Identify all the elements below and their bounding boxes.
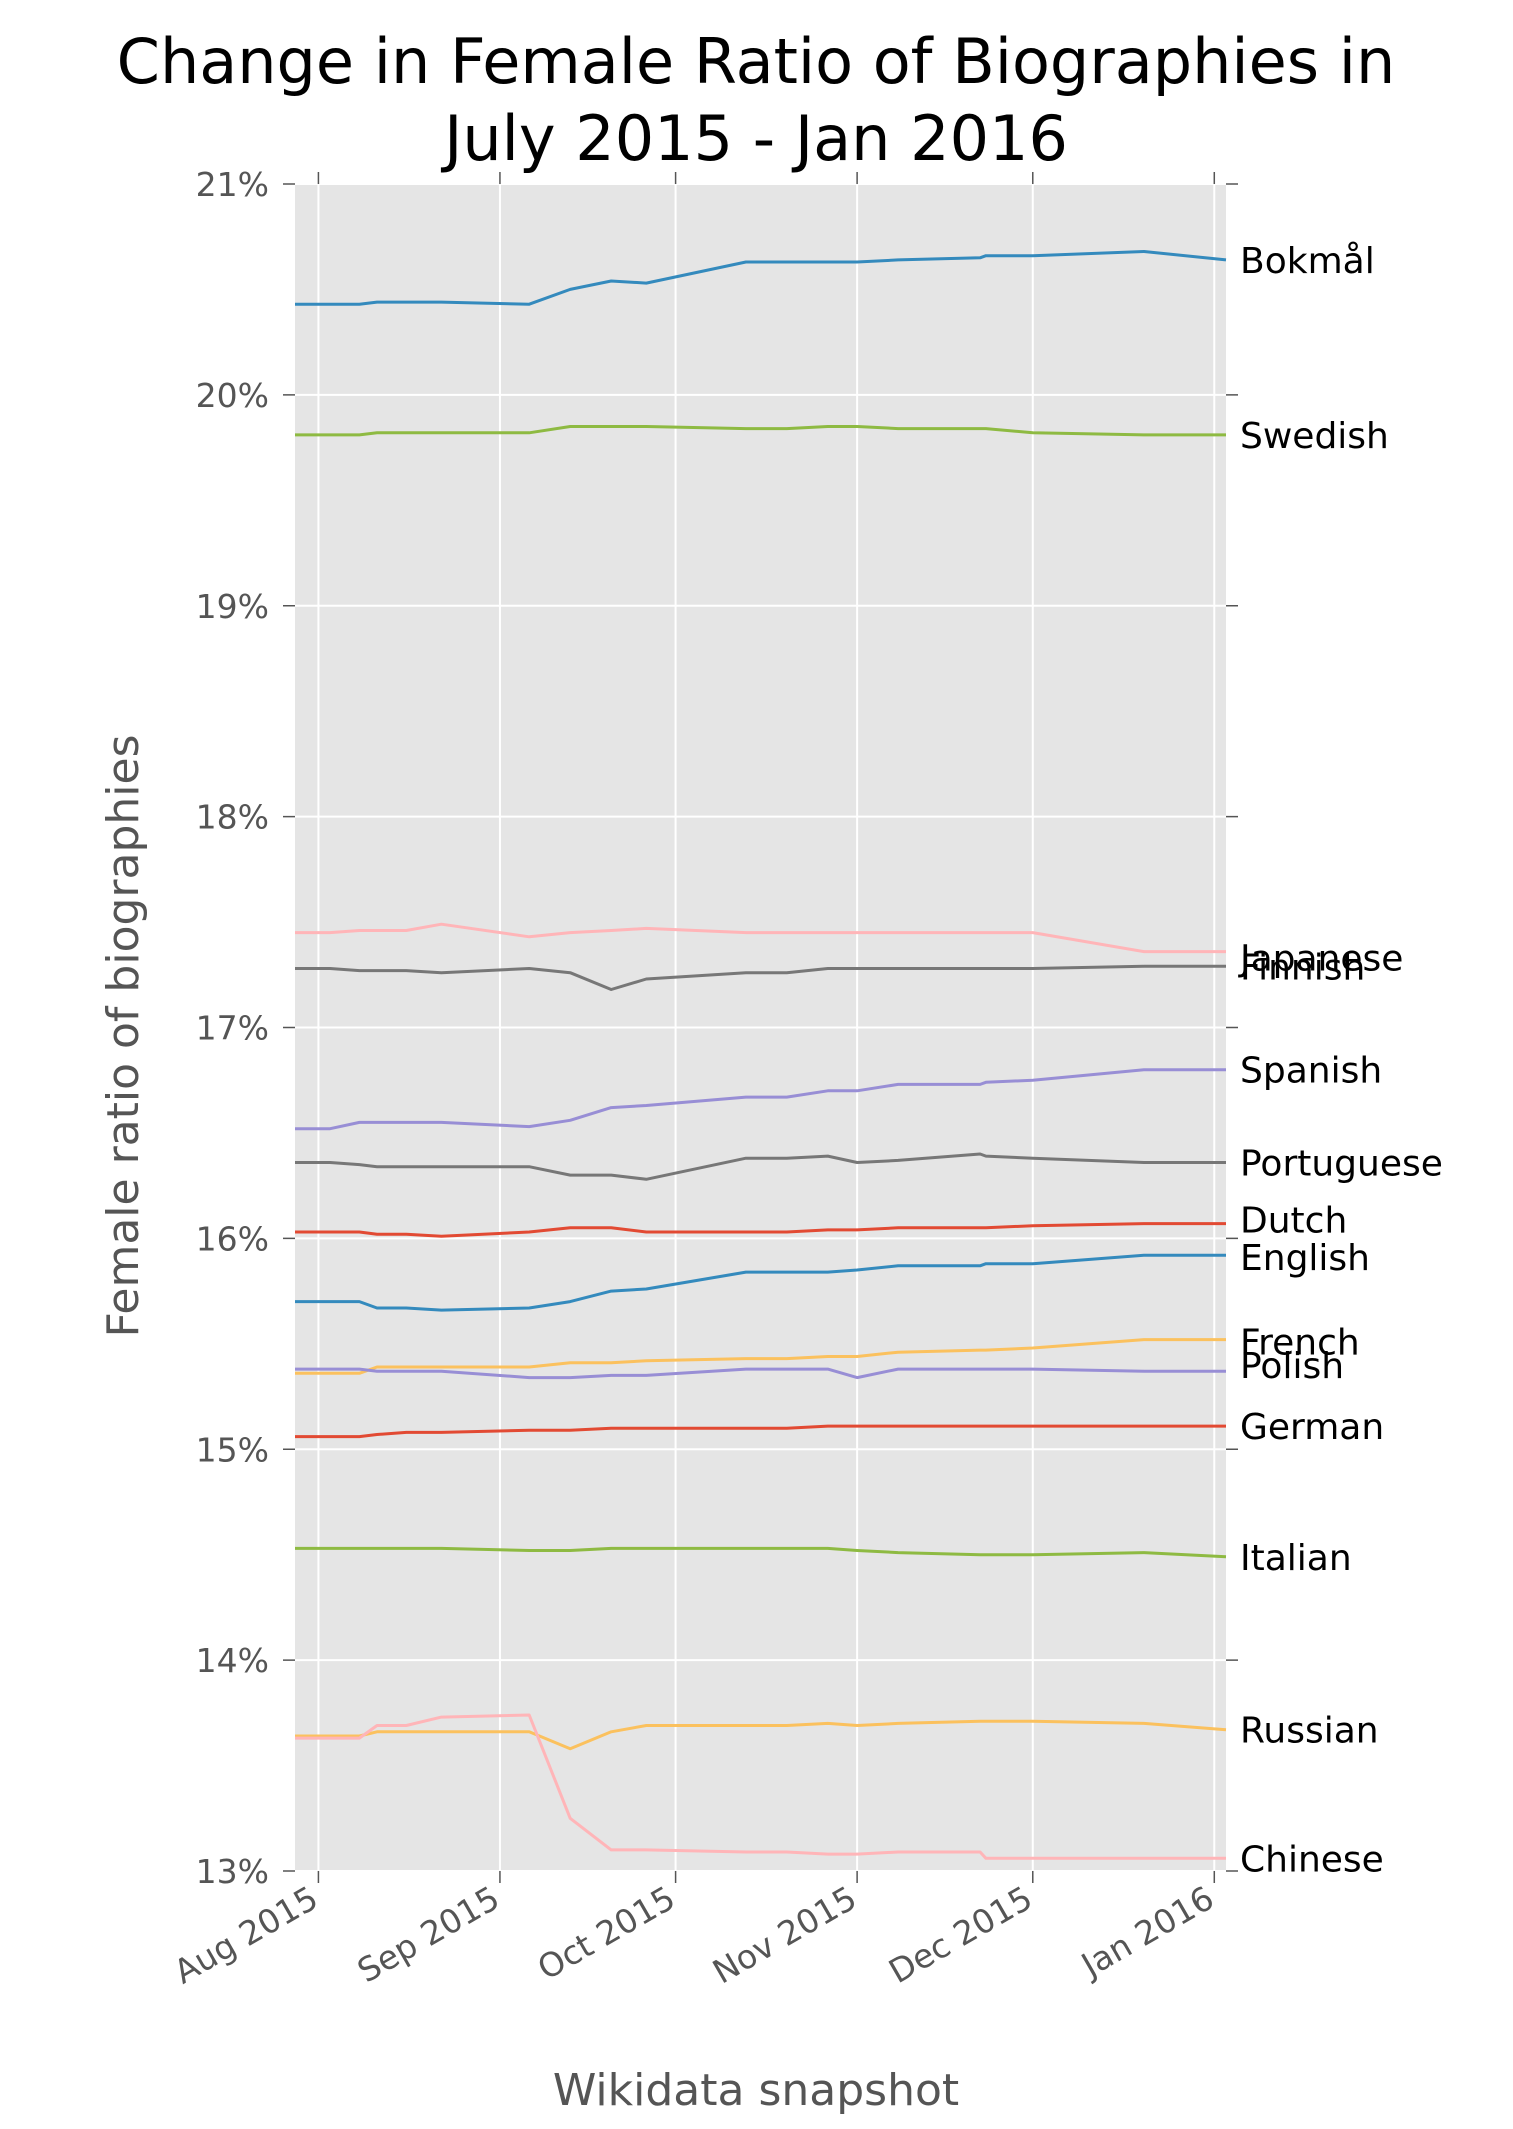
x-tick-label: Jan 2016 [1073, 1878, 1220, 1985]
y-axis-label: Female ratio of biographies [98, 734, 149, 1337]
y-tick-label: 14% [196, 1641, 269, 1680]
series-line-italian [295, 1546, 1227, 1559]
series-line-portuguese [295, 1152, 1226, 1181]
x-tick-label: Oct 2015 [531, 1878, 682, 1988]
series-line-english [295, 1253, 1226, 1312]
y-tick-label: 18% [196, 798, 269, 837]
y-tick-label: 13% [196, 1852, 269, 1891]
series-label-italian: Italian [1240, 1538, 1352, 1579]
series-label-polish: Polish [1240, 1346, 1344, 1387]
series-lines [295, 250, 1227, 1860]
series-line-chinese [295, 1713, 1226, 1860]
series-label-bokm-l: Bokmål [1240, 241, 1375, 282]
series-line-spanish [295, 1068, 1226, 1131]
series-label-finnish: Finnish [1240, 947, 1365, 988]
y-tick-labels: 13% 14% 15% 16% 17% 18% 19% 20% 21% [196, 165, 269, 1891]
series-line-japanese [295, 922, 1226, 954]
series-line-finnish [295, 964, 1226, 991]
grid-lines [295, 183, 1226, 1872]
y-tick-label: 19% [196, 587, 269, 626]
x-tick-labels: Aug 2015 Sep 2015 Oct 2015 Nov 2015 Dec 2015… [167, 1878, 1220, 1991]
series-label-swedish: Swedish [1240, 416, 1389, 457]
series-line-dutch [295, 1222, 1226, 1238]
series-label-chinese: Chinese [1240, 1839, 1384, 1880]
series-label-portuguese: Portuguese [1240, 1143, 1443, 1184]
series-label-japanese: Japanese [1238, 939, 1403, 980]
series-line-polish [295, 1367, 1226, 1380]
y-tick-label: 21% [196, 165, 269, 204]
series-line-swedish [295, 425, 1226, 437]
y-tick-label: 15% [196, 1430, 269, 1469]
y-tick-label: 20% [196, 376, 269, 415]
x-axis-label: Wikidata snapshot [553, 2065, 959, 2116]
series-label-german: German [1240, 1407, 1384, 1448]
series-label-russian: Russian [1240, 1711, 1379, 1752]
y-tick-label: 17% [196, 1009, 269, 1048]
x-tick-label: Dec 2015 [882, 1878, 1039, 1991]
x-tick-label: Aug 2015 [167, 1878, 324, 1991]
series-line-russian [295, 1719, 1227, 1751]
y-tick-label: 16% [196, 1219, 269, 1258]
x-tick-label: Sep 2015 [351, 1878, 506, 1990]
series-label-french: French [1240, 1323, 1360, 1364]
series-label-spanish: Spanish [1240, 1051, 1382, 1092]
x-tick-label: Nov 2015 [706, 1878, 863, 1991]
series-line-bokm-l [295, 250, 1227, 306]
chart-title-line-1: Change in Female Ratio of Biographies in [117, 25, 1396, 98]
series-label-english: English [1240, 1238, 1370, 1279]
chart-title-line-2: July 2015 - Jan 2016 [440, 102, 1068, 175]
series-label-dutch: Dutch [1240, 1201, 1347, 1242]
series-line-german [295, 1424, 1226, 1439]
tick-marks [283, 172, 1238, 1883]
series-line-french [295, 1338, 1226, 1375]
